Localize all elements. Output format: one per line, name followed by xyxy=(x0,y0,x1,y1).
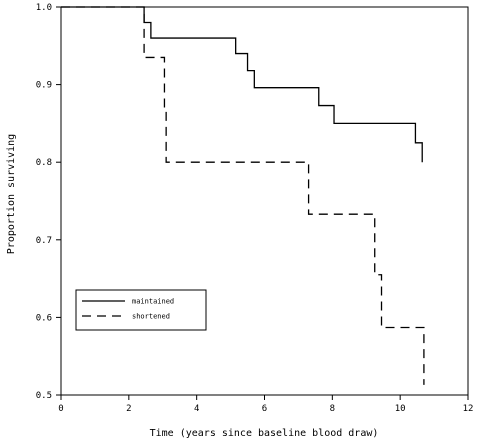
x-tick-label: 10 xyxy=(395,404,406,414)
y-axis-title: Proportion surviving xyxy=(6,134,17,254)
y-tick-label: 0.9 xyxy=(36,81,52,91)
y-tick-label: 0.5 xyxy=(36,391,52,401)
x-tick-label: 12 xyxy=(463,404,474,414)
y-tick-label: 0.8 xyxy=(36,158,52,168)
x-tick-label: 6 xyxy=(262,404,267,414)
x-tick-label: 0 xyxy=(58,404,63,414)
legend: maintained shortened xyxy=(75,289,207,331)
y-axis: 0.5 0.6 0.7 0.8 0.9 1.0 xyxy=(36,3,61,401)
plot-frame xyxy=(60,6,469,396)
legend-label-maintained: maintained xyxy=(132,298,174,306)
legend-label-shortened: shortened xyxy=(132,313,170,321)
series-layer xyxy=(61,6,425,385)
x-tick-label: 2 xyxy=(126,404,131,414)
series-line-maintained xyxy=(61,6,423,163)
x-axis-title: Time (years since baseline blood draw) xyxy=(150,428,379,439)
x-tick-label: 8 xyxy=(330,404,335,414)
x-axis: 0 2 4 6 8 10 12 xyxy=(58,395,473,414)
y-tick-label: 0.6 xyxy=(36,313,52,323)
y-tick-label: 0.7 xyxy=(36,236,52,246)
series-line-shortened xyxy=(61,6,425,385)
x-tick-label: 4 xyxy=(194,404,199,414)
y-tick-label: 1.0 xyxy=(36,3,52,13)
legend-box xyxy=(75,289,207,331)
